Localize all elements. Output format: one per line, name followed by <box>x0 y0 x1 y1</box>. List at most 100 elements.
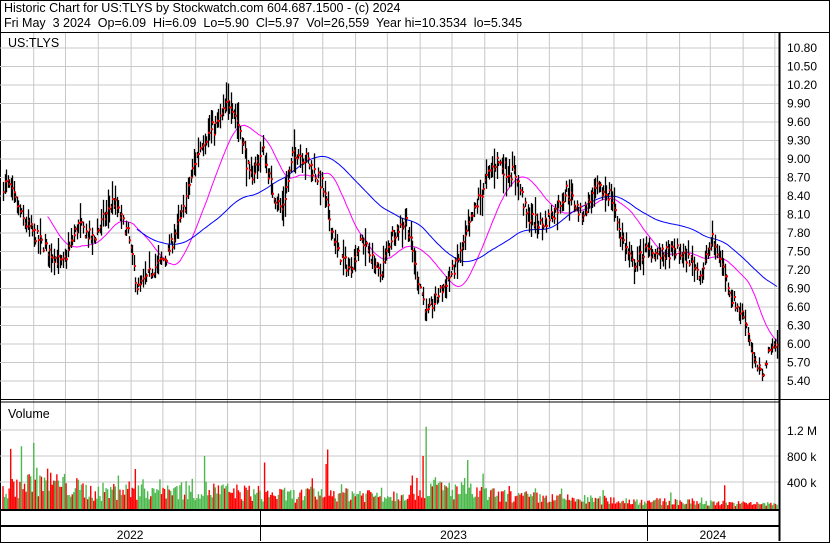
volume-bar <box>391 500 394 509</box>
close-mark <box>63 257 65 260</box>
close-mark <box>432 307 434 310</box>
volume-bar <box>553 500 555 509</box>
volume-bar <box>494 496 497 509</box>
volume-bar <box>5 493 7 509</box>
close-mark <box>715 245 717 248</box>
close-mark <box>415 262 417 265</box>
close-mark <box>635 265 637 268</box>
price-tick-label: 9.00 <box>787 152 811 166</box>
volume-bar <box>480 487 483 509</box>
close-mark <box>191 176 193 179</box>
volume-bar <box>717 501 720 509</box>
close-mark <box>209 131 211 134</box>
close-mark <box>389 245 391 248</box>
volume-bar <box>603 495 606 509</box>
volume-bar <box>291 498 293 509</box>
close-mark <box>254 172 256 175</box>
close-mark <box>495 165 497 168</box>
close-mark <box>595 186 597 189</box>
close-mark <box>746 323 748 326</box>
close-mark <box>358 249 360 252</box>
close-mark <box>452 264 454 267</box>
volume-bar <box>423 498 426 509</box>
close-mark <box>585 203 587 206</box>
volume-bar <box>71 494 73 509</box>
close-mark <box>515 175 517 178</box>
close-mark <box>512 165 514 168</box>
volume-bar <box>468 487 470 509</box>
close-mark <box>15 196 17 199</box>
volume-bar <box>151 487 153 509</box>
close-mark <box>3 191 5 194</box>
close-mark <box>509 175 511 178</box>
volume-bar <box>705 500 707 509</box>
close-mark <box>243 141 245 144</box>
volume-bar <box>236 484 238 509</box>
close-mark <box>600 183 602 186</box>
close-mark <box>717 253 719 256</box>
volume-bar <box>573 498 575 509</box>
volume-bar <box>233 488 235 509</box>
close-mark <box>535 213 537 216</box>
close-mark <box>89 228 91 231</box>
volume-bar <box>66 495 69 509</box>
price-tick-label: 10.20 <box>787 78 817 92</box>
volume-bar <box>405 499 407 509</box>
volume-bar <box>525 491 527 509</box>
volume-bar <box>583 495 586 509</box>
close-mark <box>669 257 671 260</box>
close-mark <box>403 225 405 228</box>
close-mark <box>292 151 294 154</box>
close-mark <box>420 286 422 289</box>
close-mark <box>315 177 317 180</box>
volume-bar <box>179 485 181 509</box>
close-mark <box>766 363 768 366</box>
volume-bar <box>85 484 87 509</box>
volume-bar <box>194 500 197 509</box>
volume-bar <box>363 502 366 509</box>
volume-bar <box>33 443 35 509</box>
close-mark <box>472 214 474 217</box>
volume-bar <box>697 503 700 509</box>
close-mark <box>752 351 754 354</box>
volume-bar <box>565 499 567 509</box>
close-mark <box>212 121 214 124</box>
volume-bar <box>739 503 741 509</box>
close-mark <box>297 157 299 160</box>
volume-bar <box>223 488 226 509</box>
close-mark <box>395 236 397 239</box>
close-mark <box>538 226 540 229</box>
volume-bar <box>142 479 144 509</box>
volume-bar <box>280 489 283 509</box>
close-mark <box>742 310 744 313</box>
volume-bar <box>533 492 535 509</box>
volume-bar <box>459 494 461 509</box>
volume-bar <box>257 485 260 509</box>
close-mark <box>726 275 728 278</box>
close-mark <box>112 198 114 201</box>
volume-bar <box>419 490 421 509</box>
close-mark <box>398 230 400 233</box>
volume-bar <box>474 496 477 509</box>
close-mark <box>586 211 588 214</box>
close-mark <box>449 276 451 279</box>
close-mark <box>683 252 685 255</box>
close-mark <box>328 203 330 206</box>
close-mark <box>498 161 500 164</box>
close-mark <box>740 312 742 315</box>
volume-bar <box>579 499 581 509</box>
volume-bar <box>742 501 744 509</box>
volume-bar <box>740 502 743 509</box>
close-mark <box>172 246 174 249</box>
close-mark <box>180 216 182 219</box>
volume-bar <box>694 504 697 509</box>
volume-bar <box>243 485 246 509</box>
volume-bar <box>420 497 423 509</box>
volume-bar <box>536 492 538 509</box>
volume-bar <box>330 490 332 509</box>
volume-bar <box>23 483 26 509</box>
close-mark <box>723 265 725 268</box>
close-mark <box>552 216 554 219</box>
close-mark <box>577 203 579 206</box>
volume-bar <box>507 493 509 509</box>
